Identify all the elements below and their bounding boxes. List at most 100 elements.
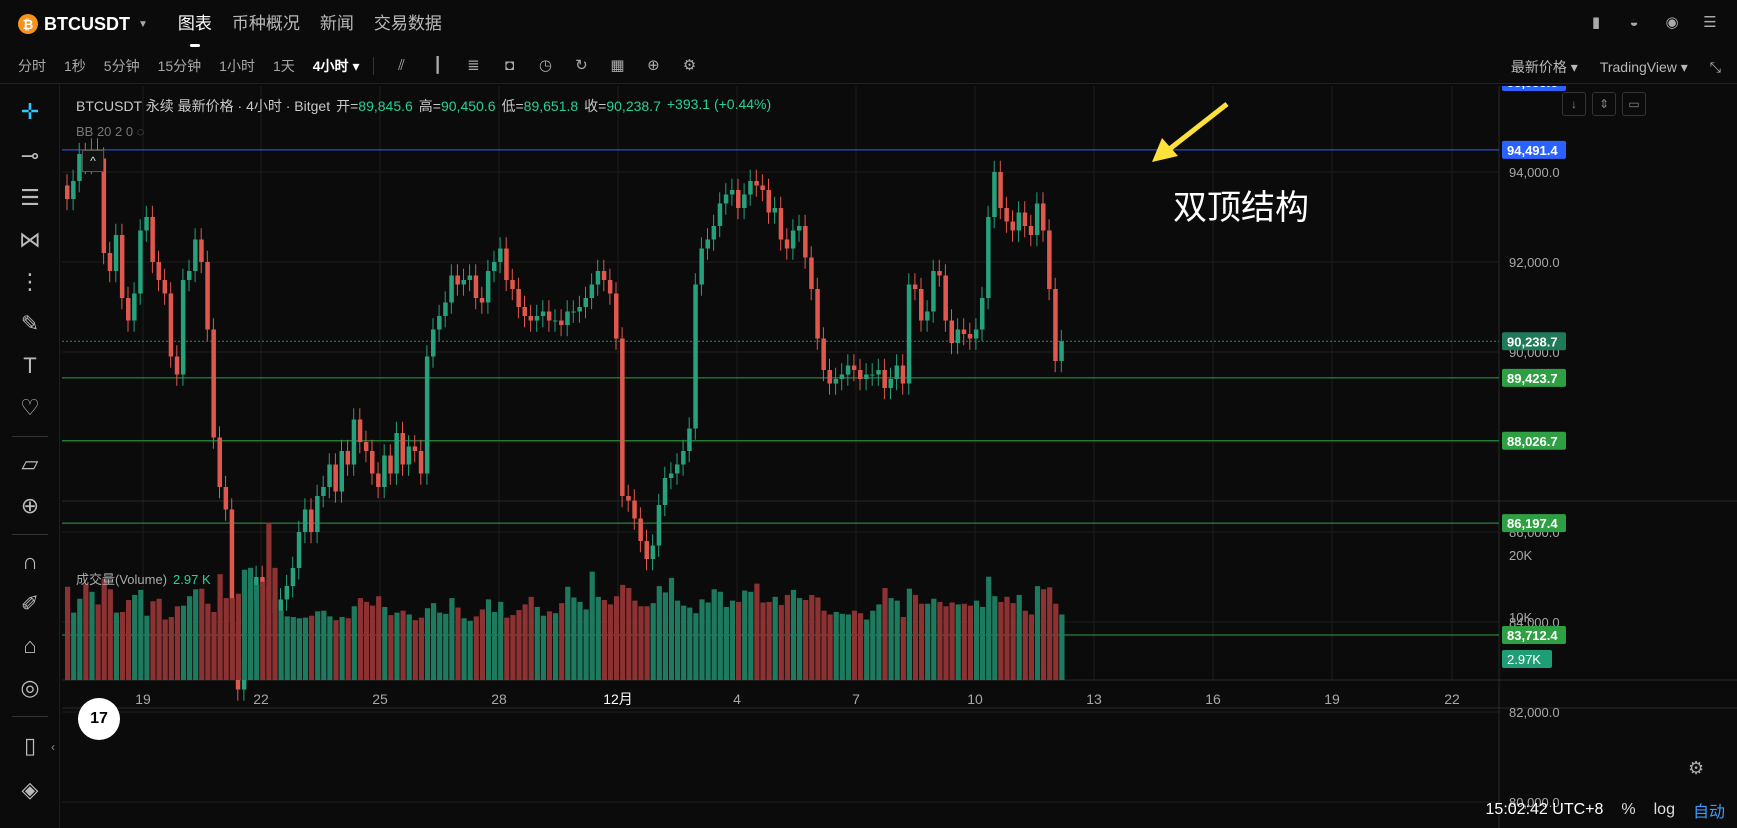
price-chart[interactable]: 94,000.092,000.090,000.088,000.086,000.0… (62, 86, 1737, 828)
volume-legend: 成交量(Volume) 2.97 K (76, 569, 211, 588)
menu-icon[interactable]: ☰ (1703, 14, 1717, 31)
calendar-icon[interactable]: ▦ (610, 56, 625, 74)
bell-icon[interactable]: ◒ (1629, 14, 1639, 31)
candle-body (162, 280, 168, 294)
volume-bar (839, 613, 845, 680)
crosshair-icon[interactable]: ✛ (20, 99, 40, 124)
candle-body (620, 338, 625, 496)
template-icon[interactable]: ≣ (467, 56, 480, 74)
candle-body (827, 370, 832, 384)
percent-toggle[interactable]: % (1621, 801, 1636, 818)
candle-body (119, 235, 125, 298)
volume-bar (931, 598, 937, 680)
candle-type-icon[interactable]: ┃ (432, 56, 442, 74)
trend-line-icon[interactable]: ⊸ (20, 143, 40, 168)
price-badge (1502, 514, 1566, 533)
volume-bar (388, 615, 394, 680)
log-toggle[interactable]: log (1653, 801, 1675, 818)
candle-body (638, 518, 643, 541)
symbol-selector[interactable]: ₿ BTCUSDT ▼ (18, 14, 148, 35)
legend-high-label: 高= (418, 98, 441, 114)
add-icon[interactable]: ⊕ (647, 56, 660, 74)
lock-draw-icon[interactable]: ✐ (20, 591, 40, 616)
brush-icon[interactable]: ✎ (20, 311, 40, 336)
caret-down-icon: ▼ (138, 18, 148, 30)
candle-body (815, 289, 820, 339)
tab-overview[interactable]: 币种概况 (231, 14, 300, 33)
collapse-sidebar-icon[interactable]: ‹ (51, 740, 55, 754)
pattern-icon[interactable]: ⋈ (19, 227, 41, 252)
legend-high: 90,450.6 (440, 98, 496, 114)
axis-settings-icon[interactable]: ⚙ (1688, 758, 1705, 778)
candle-body (1034, 203, 1040, 235)
zoom-icon[interactable]: ⊕ (20, 493, 40, 518)
volume-bar (95, 604, 101, 680)
fib-icon[interactable]: ⋮ (19, 269, 41, 294)
candle-body (839, 374, 845, 379)
auto-toggle[interactable]: 自动 (1692, 804, 1725, 821)
candle-body (113, 235, 119, 271)
timeframe-tick[interactable]: 分时 (18, 57, 46, 74)
price-badge (1502, 431, 1566, 450)
gear-icon[interactable]: ⚙ (682, 56, 697, 74)
book-icon[interactable]: ▮ (1591, 14, 1601, 31)
heart-icon[interactable]: ♡ (20, 395, 40, 420)
timeframe-1d[interactable]: 1天 (272, 57, 295, 74)
candle-body (510, 280, 515, 289)
horizontal-lines-icon[interactable]: ☰ (20, 185, 40, 210)
maximize-icon[interactable]: ▭ (1622, 92, 1646, 116)
volume-bar (424, 608, 431, 680)
volume-bar (882, 588, 888, 680)
chevron-up-icon[interactable]: ^ (82, 150, 104, 172)
timeframe-15m[interactable]: 15分钟 (157, 57, 202, 74)
volume-bar (394, 612, 400, 680)
timeframe-4h[interactable]: 4小时 ▾ (312, 57, 360, 74)
timeframe-1s[interactable]: 1秒 (64, 57, 86, 74)
tab-chart[interactable]: 图表 (178, 0, 212, 48)
volume-bar (894, 600, 900, 680)
trash-icon[interactable]: ▯ (23, 733, 37, 758)
volume-bar (827, 614, 833, 680)
candle-body (71, 181, 76, 199)
volume-bar (309, 615, 315, 680)
text-icon[interactable]: T (23, 353, 37, 378)
tab-news[interactable]: 新闻 (319, 14, 354, 33)
price-badge-label: 88,026.7 (1507, 434, 1558, 449)
ruler-icon[interactable]: ▱ (21, 451, 39, 476)
volume-bar (797, 598, 803, 680)
candle-body (363, 442, 369, 451)
candle-body (156, 262, 161, 280)
camera-icon[interactable]: ◘ (504, 56, 514, 74)
volume-bar (595, 596, 601, 680)
candle-body (388, 455, 393, 474)
candle-body (193, 239, 198, 271)
replay-icon[interactable]: ↻ (575, 56, 588, 74)
lock-icon[interactable]: ⌂ (23, 633, 37, 658)
price-type-select[interactable]: 最新价格 ▾ (1510, 59, 1578, 75)
magnet-icon[interactable]: ∩ (22, 549, 38, 574)
user-icon[interactable]: ◉ (1665, 14, 1679, 31)
price-tick-label: 82,000.0 (1509, 705, 1560, 720)
candle-body (370, 451, 375, 474)
timeframe-5m[interactable]: 5分钟 (103, 57, 140, 74)
expand-icon[interactable]: ⇕ (1592, 92, 1616, 116)
bb-indicator-legend[interactable]: BB 20 2 0 ◌ (76, 124, 144, 139)
layers-icon[interactable]: ◈ (21, 777, 39, 802)
legend-open-label: 开= (336, 98, 359, 114)
eye-off-icon[interactable]: ◌ (136, 124, 145, 139)
volume-bar (803, 599, 809, 680)
volume-bar (821, 610, 827, 680)
alarm-icon[interactable]: ◷ (538, 56, 553, 74)
price-badge (1502, 86, 1566, 92)
candle-body (168, 293, 174, 357)
volume-bar (589, 571, 595, 680)
eye-icon[interactable]: ◎ (20, 675, 40, 700)
indicators-icon[interactable]: ⫽ (398, 56, 405, 74)
timeframe-1h[interactable]: 1小时 (219, 57, 255, 74)
candle-body (931, 271, 936, 312)
tab-trading-data[interactable]: 交易数据 (373, 14, 442, 33)
scroll-down-icon[interactable]: ↓ (1562, 92, 1586, 116)
candle-body (553, 320, 558, 322)
fullscreen-icon[interactable]: ⤡ (1709, 58, 1721, 75)
chart-engine-select[interactable]: TradingView ▾ (1599, 58, 1688, 75)
